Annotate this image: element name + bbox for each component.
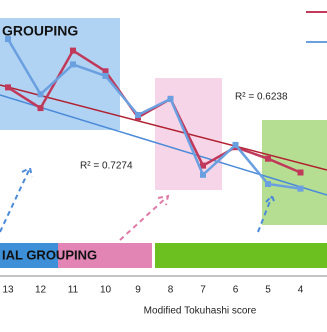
point [5,36,11,43]
series-line [6,38,301,190]
x-tick-label: 11 [68,285,79,296]
point [102,72,109,79]
point [167,95,174,102]
point [200,171,206,178]
r2-label: R² = 0.6238 [235,92,288,103]
point [5,84,11,91]
point [297,185,304,192]
point [70,61,76,68]
x-tick-label: 10 [100,285,112,296]
group-bar [0,243,58,268]
group-bar [58,243,152,268]
x-tick-label: 4 [298,285,304,296]
trend-line [0,84,327,171]
x-tick-label: 8 [168,285,174,296]
point [232,141,239,148]
r2-label: R² = 0.7274 [80,161,133,172]
x-tick-label: 5 [265,285,271,296]
point [200,162,206,169]
x-tick-label: 6 [233,285,239,296]
group-label: GROUPING [2,23,78,39]
point [297,169,304,176]
x-tick-label: 13 [2,285,14,296]
x-tick-label: 12 [35,285,47,296]
green-region [262,120,327,225]
point [37,105,44,112]
x-tick-label: 9 [135,285,141,296]
point [265,155,271,162]
point [102,68,109,75]
x-axis-label: Modified Tokuhashi score [144,306,257,317]
point [70,47,76,54]
group-label: IAL GROUPING [2,247,97,262]
point [37,91,44,98]
arrows [0,166,276,241]
trend-line [0,94,327,196]
point [135,112,141,118]
x-tick-label: 7 [200,285,206,296]
group-bar [155,243,327,268]
point [265,181,271,187]
